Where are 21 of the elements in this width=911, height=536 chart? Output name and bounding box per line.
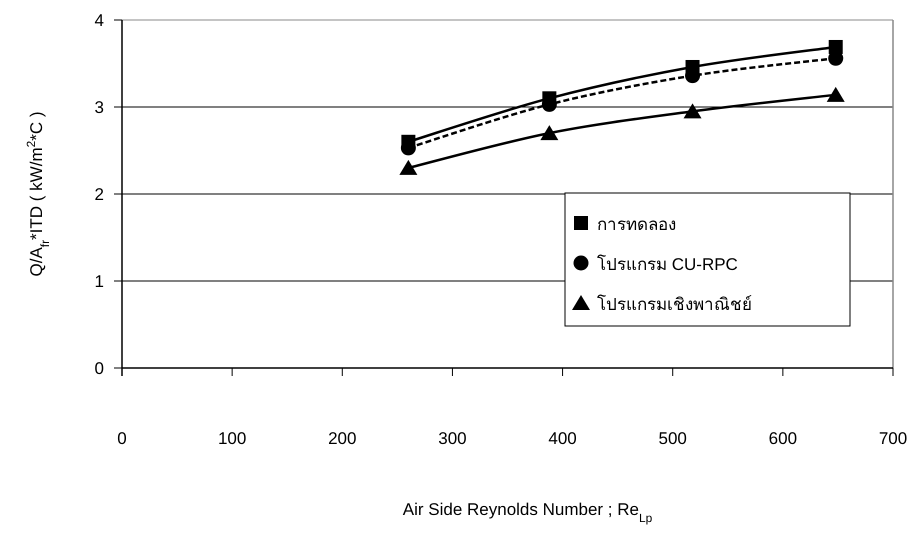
point [826,86,845,102]
y-tick-label: 1 [94,272,104,291]
point [684,103,702,118]
x-tick-label: 400 [548,429,577,448]
legend-label: โปรแกรม CU-RPC [597,254,738,274]
legend-label: การทดลอง [597,215,676,234]
point [399,160,418,175]
x-tick-label: 500 [658,429,687,448]
legend-label: โปรแกรมเชิงพาณิชย์ [597,294,752,314]
y-tick-label: 2 [94,185,104,204]
x-axis-title: Air Side Reynolds Number ; Re$_{Lp}$ [402,500,653,525]
x-tick-label: 300 [438,429,467,448]
x-tick-label: 200 [328,429,356,448]
y-tick-label: 4 [94,11,104,30]
point [540,125,558,140]
x-tick-label: 700 [878,429,908,448]
y-tick-label: 3 [94,98,104,117]
x-tick-label: 100 [218,429,246,448]
y-tick-label: 0 [94,359,104,378]
x-tick-label: 0 [117,429,127,448]
x-tick-label: 600 [768,429,798,448]
